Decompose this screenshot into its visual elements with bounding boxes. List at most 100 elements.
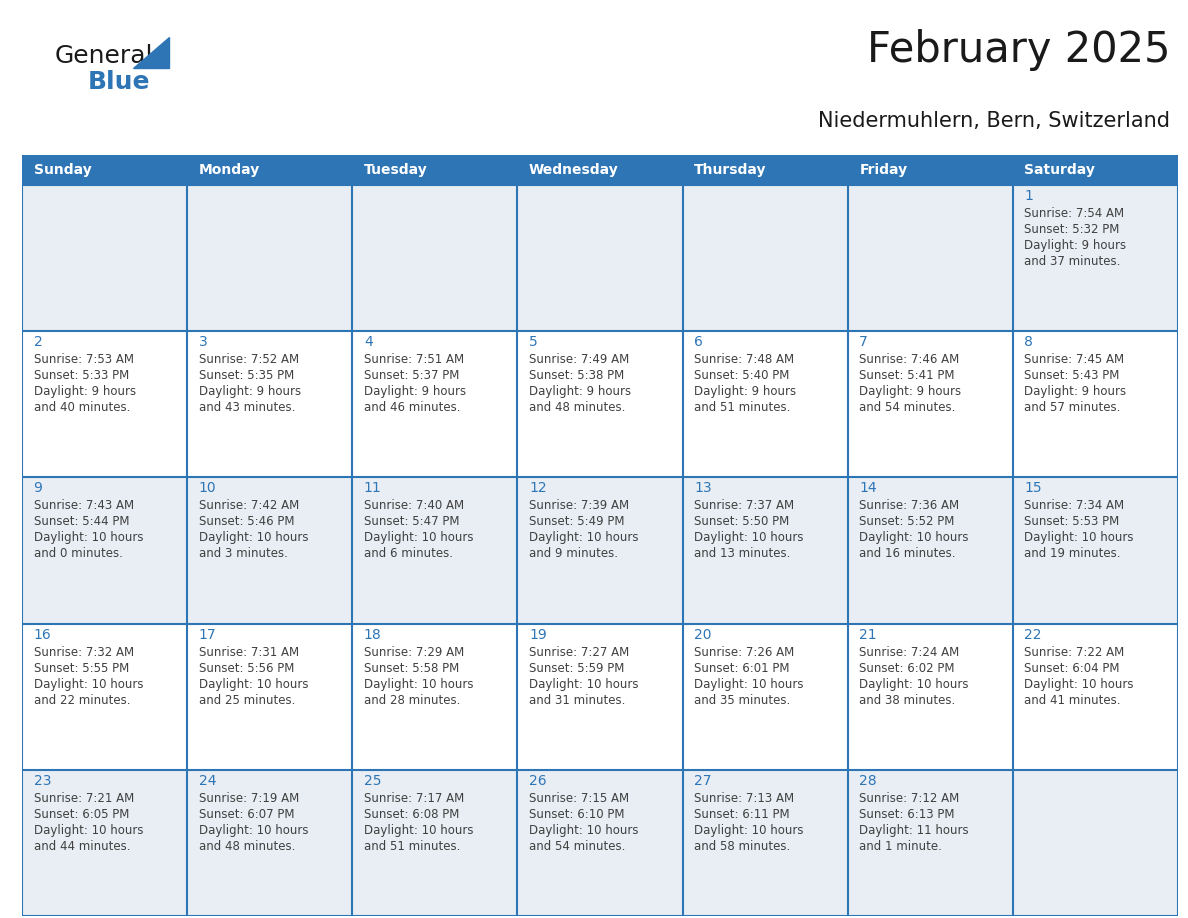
Text: Sunset: 5:44 PM: Sunset: 5:44 PM — [33, 515, 129, 529]
Text: Sunrise: 7:21 AM: Sunrise: 7:21 AM — [33, 792, 134, 805]
Text: Sunrise: 7:48 AM: Sunrise: 7:48 AM — [694, 353, 795, 366]
Text: Sunrise: 7:32 AM: Sunrise: 7:32 AM — [33, 645, 134, 658]
Text: 27: 27 — [694, 774, 712, 788]
Text: and 48 minutes.: and 48 minutes. — [198, 840, 295, 853]
Text: Daylight: 10 hours: Daylight: 10 hours — [33, 677, 143, 690]
Text: Sunrise: 7:17 AM: Sunrise: 7:17 AM — [364, 792, 465, 805]
Text: 28: 28 — [859, 774, 877, 788]
Text: Sunset: 5:43 PM: Sunset: 5:43 PM — [1024, 369, 1120, 382]
Text: Sunrise: 7:12 AM: Sunrise: 7:12 AM — [859, 792, 960, 805]
Text: Sunrise: 7:49 AM: Sunrise: 7:49 AM — [529, 353, 630, 366]
Text: Sunset: 5:49 PM: Sunset: 5:49 PM — [529, 515, 625, 529]
Text: Daylight: 10 hours: Daylight: 10 hours — [33, 823, 143, 837]
Text: and 35 minutes.: and 35 minutes. — [694, 694, 790, 707]
Text: Sunset: 6:07 PM: Sunset: 6:07 PM — [198, 808, 295, 821]
Text: 20: 20 — [694, 628, 712, 642]
Text: Sunset: 6:01 PM: Sunset: 6:01 PM — [694, 662, 790, 675]
FancyBboxPatch shape — [23, 331, 1178, 477]
FancyBboxPatch shape — [23, 770, 1178, 916]
Text: Daylight: 10 hours: Daylight: 10 hours — [364, 532, 473, 544]
Text: and 51 minutes.: and 51 minutes. — [364, 840, 460, 853]
Text: and 16 minutes.: and 16 minutes. — [859, 547, 956, 560]
Text: Sunrise: 7:53 AM: Sunrise: 7:53 AM — [33, 353, 133, 366]
Text: 4: 4 — [364, 335, 373, 349]
Text: and 37 minutes.: and 37 minutes. — [1024, 255, 1120, 268]
Text: Daylight: 9 hours: Daylight: 9 hours — [529, 386, 631, 398]
Text: Sunset: 5:38 PM: Sunset: 5:38 PM — [529, 369, 624, 382]
Text: Friday: Friday — [859, 163, 908, 177]
Text: February 2025: February 2025 — [867, 28, 1170, 71]
Text: Sunset: 5:59 PM: Sunset: 5:59 PM — [529, 662, 625, 675]
Text: Daylight: 9 hours: Daylight: 9 hours — [198, 386, 301, 398]
Text: and 31 minutes.: and 31 minutes. — [529, 694, 625, 707]
Text: Sunrise: 7:43 AM: Sunrise: 7:43 AM — [33, 499, 134, 512]
Text: 9: 9 — [33, 481, 43, 496]
Text: and 40 minutes.: and 40 minutes. — [33, 401, 129, 414]
Text: Sunset: 6:04 PM: Sunset: 6:04 PM — [1024, 662, 1120, 675]
FancyBboxPatch shape — [23, 477, 1178, 623]
Text: Sunset: 6:13 PM: Sunset: 6:13 PM — [859, 808, 955, 821]
Text: Daylight: 10 hours: Daylight: 10 hours — [198, 823, 308, 837]
Text: Niedermuhlern, Bern, Switzerland: Niedermuhlern, Bern, Switzerland — [819, 111, 1170, 131]
Text: 1: 1 — [1024, 189, 1034, 203]
FancyBboxPatch shape — [23, 155, 1178, 185]
Text: Daylight: 10 hours: Daylight: 10 hours — [529, 677, 638, 690]
Text: 10: 10 — [198, 481, 216, 496]
Text: 26: 26 — [529, 774, 546, 788]
Text: 15: 15 — [1024, 481, 1042, 496]
Text: Sunset: 5:53 PM: Sunset: 5:53 PM — [1024, 515, 1119, 529]
Text: 13: 13 — [694, 481, 712, 496]
Text: Sunrise: 7:36 AM: Sunrise: 7:36 AM — [859, 499, 960, 512]
Text: Monday: Monday — [198, 163, 260, 177]
Text: and 3 minutes.: and 3 minutes. — [198, 547, 287, 560]
Text: and 48 minutes.: and 48 minutes. — [529, 401, 625, 414]
Text: 12: 12 — [529, 481, 546, 496]
Text: Daylight: 10 hours: Daylight: 10 hours — [33, 532, 143, 544]
Text: and 0 minutes.: and 0 minutes. — [33, 547, 122, 560]
Text: Sunrise: 7:27 AM: Sunrise: 7:27 AM — [529, 645, 630, 658]
Text: and 28 minutes.: and 28 minutes. — [364, 694, 460, 707]
Text: 7: 7 — [859, 335, 868, 349]
Text: Sunset: 5:33 PM: Sunset: 5:33 PM — [33, 369, 128, 382]
FancyBboxPatch shape — [23, 623, 1178, 770]
Text: General: General — [55, 44, 153, 68]
Text: Daylight: 10 hours: Daylight: 10 hours — [859, 677, 968, 690]
Text: Daylight: 9 hours: Daylight: 9 hours — [694, 386, 796, 398]
FancyBboxPatch shape — [23, 185, 1178, 331]
Text: 25: 25 — [364, 774, 381, 788]
Text: 5: 5 — [529, 335, 538, 349]
Text: Daylight: 10 hours: Daylight: 10 hours — [1024, 677, 1133, 690]
Text: Blue: Blue — [88, 70, 150, 94]
Text: Sunday: Sunday — [33, 163, 91, 177]
Text: Sunset: 5:56 PM: Sunset: 5:56 PM — [198, 662, 295, 675]
Text: and 51 minutes.: and 51 minutes. — [694, 401, 790, 414]
Text: Sunrise: 7:39 AM: Sunrise: 7:39 AM — [529, 499, 630, 512]
Text: Sunset: 5:55 PM: Sunset: 5:55 PM — [33, 662, 128, 675]
Text: Sunrise: 7:19 AM: Sunrise: 7:19 AM — [198, 792, 299, 805]
Text: Tuesday: Tuesday — [364, 163, 428, 177]
Text: and 54 minutes.: and 54 minutes. — [529, 840, 625, 853]
Text: Sunset: 5:40 PM: Sunset: 5:40 PM — [694, 369, 790, 382]
Text: and 19 minutes.: and 19 minutes. — [1024, 547, 1121, 560]
Text: Sunset: 5:46 PM: Sunset: 5:46 PM — [198, 515, 295, 529]
Text: Sunset: 5:37 PM: Sunset: 5:37 PM — [364, 369, 460, 382]
Text: Daylight: 10 hours: Daylight: 10 hours — [198, 532, 308, 544]
Text: and 43 minutes.: and 43 minutes. — [198, 401, 295, 414]
Text: Sunset: 6:05 PM: Sunset: 6:05 PM — [33, 808, 129, 821]
Text: Sunrise: 7:37 AM: Sunrise: 7:37 AM — [694, 499, 795, 512]
Text: Sunrise: 7:51 AM: Sunrise: 7:51 AM — [364, 353, 465, 366]
Text: and 41 minutes.: and 41 minutes. — [1024, 694, 1121, 707]
Text: 2: 2 — [33, 335, 43, 349]
Text: Daylight: 10 hours: Daylight: 10 hours — [1024, 532, 1133, 544]
Text: Daylight: 10 hours: Daylight: 10 hours — [694, 823, 803, 837]
Text: Sunset: 5:47 PM: Sunset: 5:47 PM — [364, 515, 460, 529]
Text: Sunrise: 7:42 AM: Sunrise: 7:42 AM — [198, 499, 299, 512]
Text: Daylight: 9 hours: Daylight: 9 hours — [33, 386, 135, 398]
Text: 14: 14 — [859, 481, 877, 496]
Text: Daylight: 10 hours: Daylight: 10 hours — [694, 532, 803, 544]
Text: 24: 24 — [198, 774, 216, 788]
Text: 18: 18 — [364, 628, 381, 642]
Text: and 9 minutes.: and 9 minutes. — [529, 547, 618, 560]
Text: 8: 8 — [1024, 335, 1034, 349]
Text: 17: 17 — [198, 628, 216, 642]
